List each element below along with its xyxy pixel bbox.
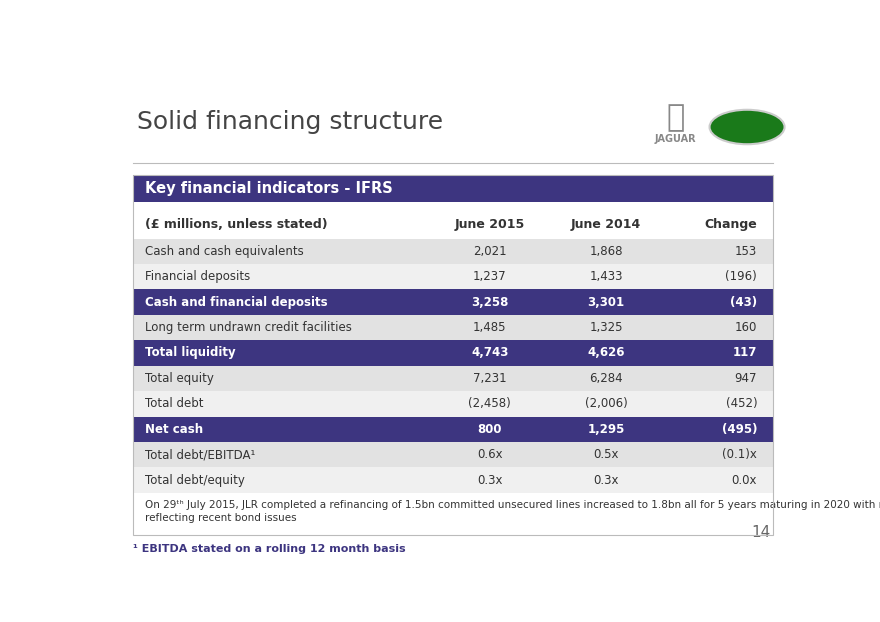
Text: Total debt/EBITDA¹: Total debt/EBITDA¹	[145, 448, 255, 461]
FancyBboxPatch shape	[133, 417, 773, 442]
Text: 7,231: 7,231	[473, 372, 507, 385]
Text: -: -	[745, 123, 749, 132]
Text: On 29ᵗʰ July 2015, JLR completed a refinancing of 1.5bn committed unsecured line: On 29ᵗʰ July 2015, JLR completed a refin…	[145, 500, 880, 510]
Text: Total equity: Total equity	[145, 372, 214, 385]
Text: 🐆: 🐆	[667, 103, 685, 132]
Text: 14: 14	[752, 526, 771, 541]
Text: Total debt/equity: Total debt/equity	[145, 473, 245, 486]
FancyBboxPatch shape	[133, 289, 773, 315]
Text: 0.3x: 0.3x	[477, 473, 502, 486]
Text: (495): (495)	[722, 423, 757, 436]
Text: 947: 947	[735, 372, 757, 385]
Text: reflecting recent bond issues: reflecting recent bond issues	[145, 513, 297, 523]
Text: Change: Change	[704, 218, 757, 231]
FancyBboxPatch shape	[133, 467, 773, 493]
Text: June 2014: June 2014	[571, 218, 642, 231]
Ellipse shape	[709, 109, 785, 144]
Text: 1,485: 1,485	[473, 321, 507, 334]
FancyBboxPatch shape	[133, 175, 773, 202]
FancyBboxPatch shape	[133, 366, 773, 391]
Text: Net cash: Net cash	[145, 423, 203, 436]
FancyBboxPatch shape	[133, 442, 773, 467]
Text: ¹ EBITDA stated on a rolling 12 month basis: ¹ EBITDA stated on a rolling 12 month ba…	[133, 544, 406, 554]
Text: (£ millions, unless stated): (£ millions, unless stated)	[145, 218, 327, 231]
FancyBboxPatch shape	[133, 493, 773, 535]
Text: 1,325: 1,325	[590, 321, 623, 334]
Text: 4,743: 4,743	[471, 346, 509, 360]
Text: 4,626: 4,626	[587, 346, 625, 360]
Text: 153: 153	[735, 245, 757, 258]
Text: 800: 800	[478, 423, 502, 436]
FancyBboxPatch shape	[133, 202, 773, 239]
Text: 3,301: 3,301	[588, 295, 625, 309]
Text: 1,295: 1,295	[587, 423, 625, 436]
Text: 1,868: 1,868	[590, 245, 623, 258]
Text: Cash and cash equivalents: Cash and cash equivalents	[145, 245, 304, 258]
Text: 0.6x: 0.6x	[477, 448, 502, 461]
Text: (43): (43)	[730, 295, 757, 309]
Text: ROVER: ROVER	[730, 129, 764, 139]
Text: Financial deposits: Financial deposits	[145, 271, 250, 283]
Text: (2,458): (2,458)	[468, 397, 511, 411]
Text: 0.5x: 0.5x	[593, 448, 619, 461]
Text: 1,237: 1,237	[473, 271, 507, 283]
Text: (0.1)x: (0.1)x	[722, 448, 757, 461]
Text: (2,006): (2,006)	[584, 397, 627, 411]
FancyBboxPatch shape	[133, 340, 773, 366]
FancyBboxPatch shape	[133, 315, 773, 340]
Text: 0.3x: 0.3x	[593, 473, 619, 486]
Text: (196): (196)	[725, 271, 757, 283]
Text: Cash and financial deposits: Cash and financial deposits	[145, 295, 327, 309]
FancyBboxPatch shape	[133, 239, 773, 264]
Text: 160: 160	[735, 321, 757, 334]
Text: Solid financing structure: Solid financing structure	[137, 110, 444, 134]
Text: Total liquidity: Total liquidity	[145, 346, 236, 360]
Text: 6,284: 6,284	[590, 372, 623, 385]
FancyBboxPatch shape	[133, 264, 773, 289]
Text: Total debt: Total debt	[145, 397, 203, 411]
Text: LAND: LAND	[733, 117, 761, 126]
Text: 3,258: 3,258	[471, 295, 509, 309]
Text: June 2015: June 2015	[455, 218, 524, 231]
Text: Key financial indicators - IFRS: Key financial indicators - IFRS	[145, 181, 392, 196]
Text: 2,021: 2,021	[473, 245, 507, 258]
Text: 0.0x: 0.0x	[731, 473, 757, 486]
Text: (452): (452)	[725, 397, 757, 411]
Text: 1,433: 1,433	[590, 271, 623, 283]
Text: Long term undrawn credit facilities: Long term undrawn credit facilities	[145, 321, 352, 334]
FancyBboxPatch shape	[133, 391, 773, 417]
Text: 117: 117	[733, 346, 757, 360]
Text: JAGUAR: JAGUAR	[655, 134, 697, 144]
